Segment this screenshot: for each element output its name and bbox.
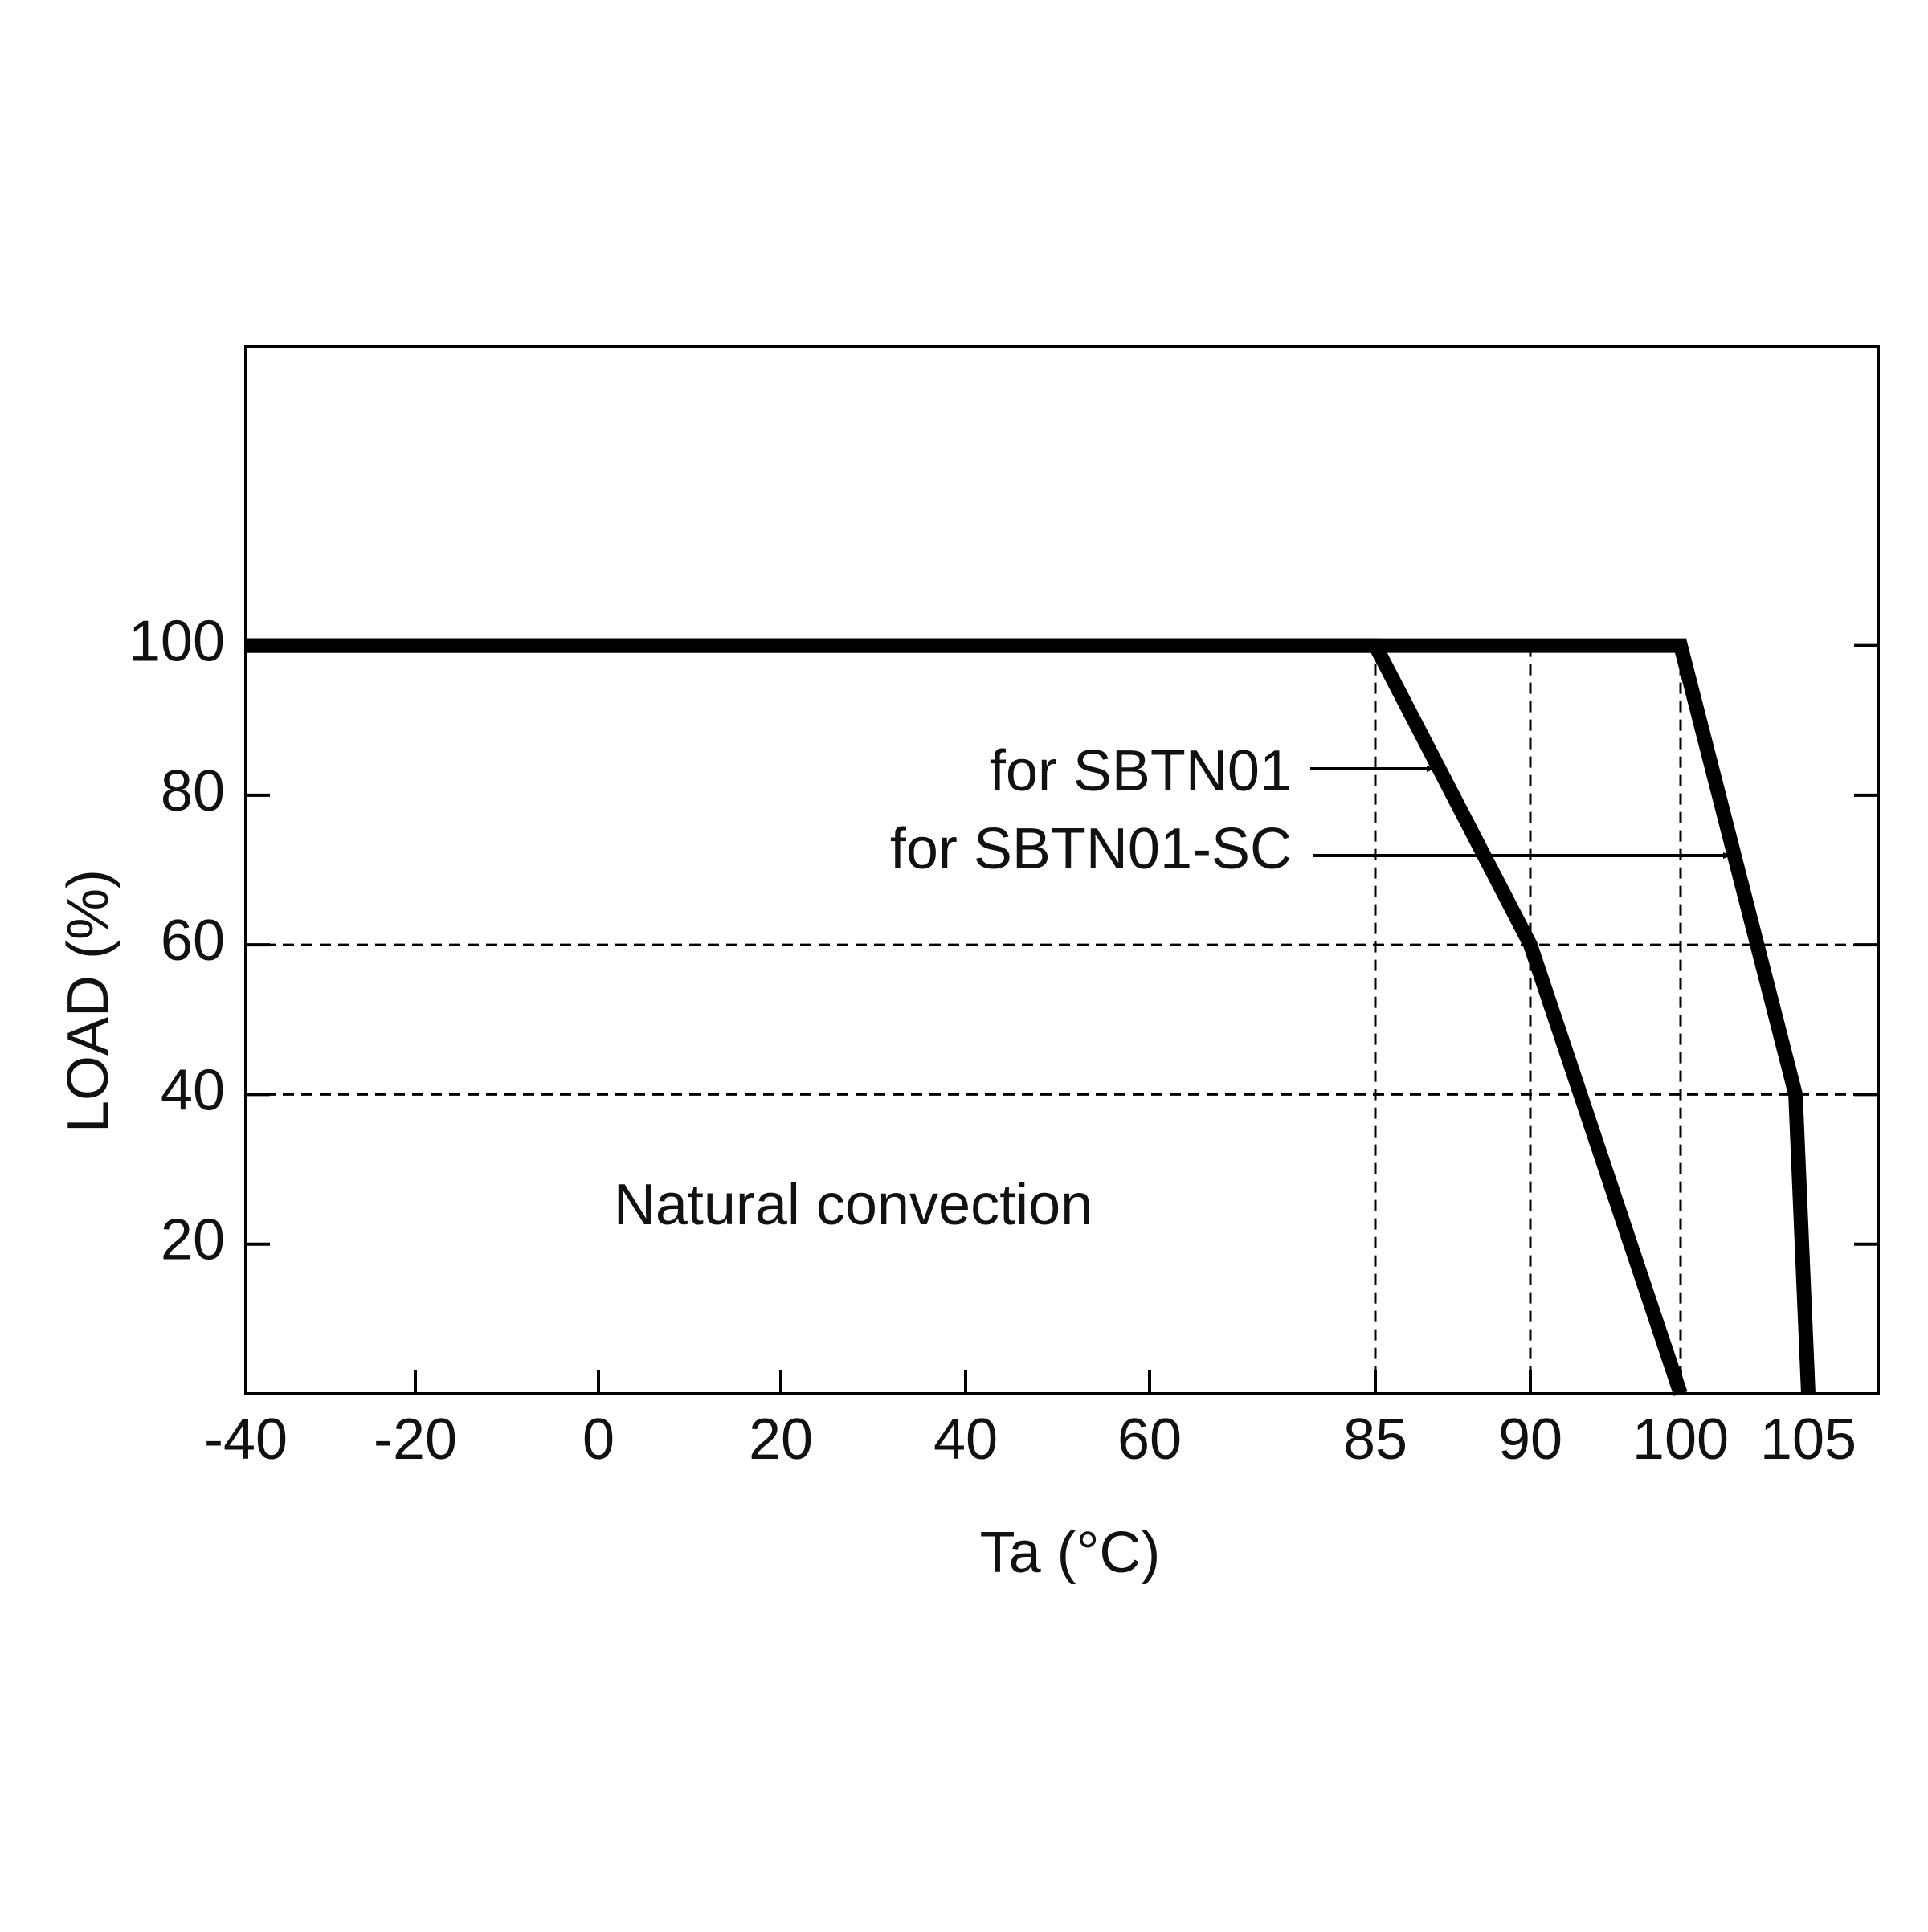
x-tick-label: 0 [582,1407,615,1472]
x-axis-label: Ta (°C) [980,1521,1161,1585]
series-label: for SBTN01-SC [890,817,1292,881]
annotation: Natural convection [614,1173,1093,1237]
y-tick-label: 80 [161,759,225,823]
x-tick-label: -40 [204,1407,288,1472]
x-tick-label: 85 [1343,1407,1407,1472]
plot-frame [244,345,1880,1395]
x-tick-label: -20 [374,1407,457,1472]
y-tick-label: 40 [161,1058,225,1122]
x-tick-label: 20 [749,1407,813,1472]
series-label: for SBTN01 [990,739,1292,803]
y-axis-label: LOAD (%) [56,869,120,1133]
x-tick-label: 90 [1498,1407,1562,1472]
series-line [246,638,1816,1395]
y-tick-label: 100 [129,610,225,674]
series-line [246,638,1688,1396]
x-tick-label: 60 [1117,1407,1182,1472]
x-tick-label: 40 [933,1407,998,1472]
x-tick-label: 100 [1632,1407,1729,1472]
x-tick-label: 105 [1760,1407,1857,1472]
y-tick-label: 20 [161,1208,225,1272]
y-tick-label: 60 [161,909,225,973]
